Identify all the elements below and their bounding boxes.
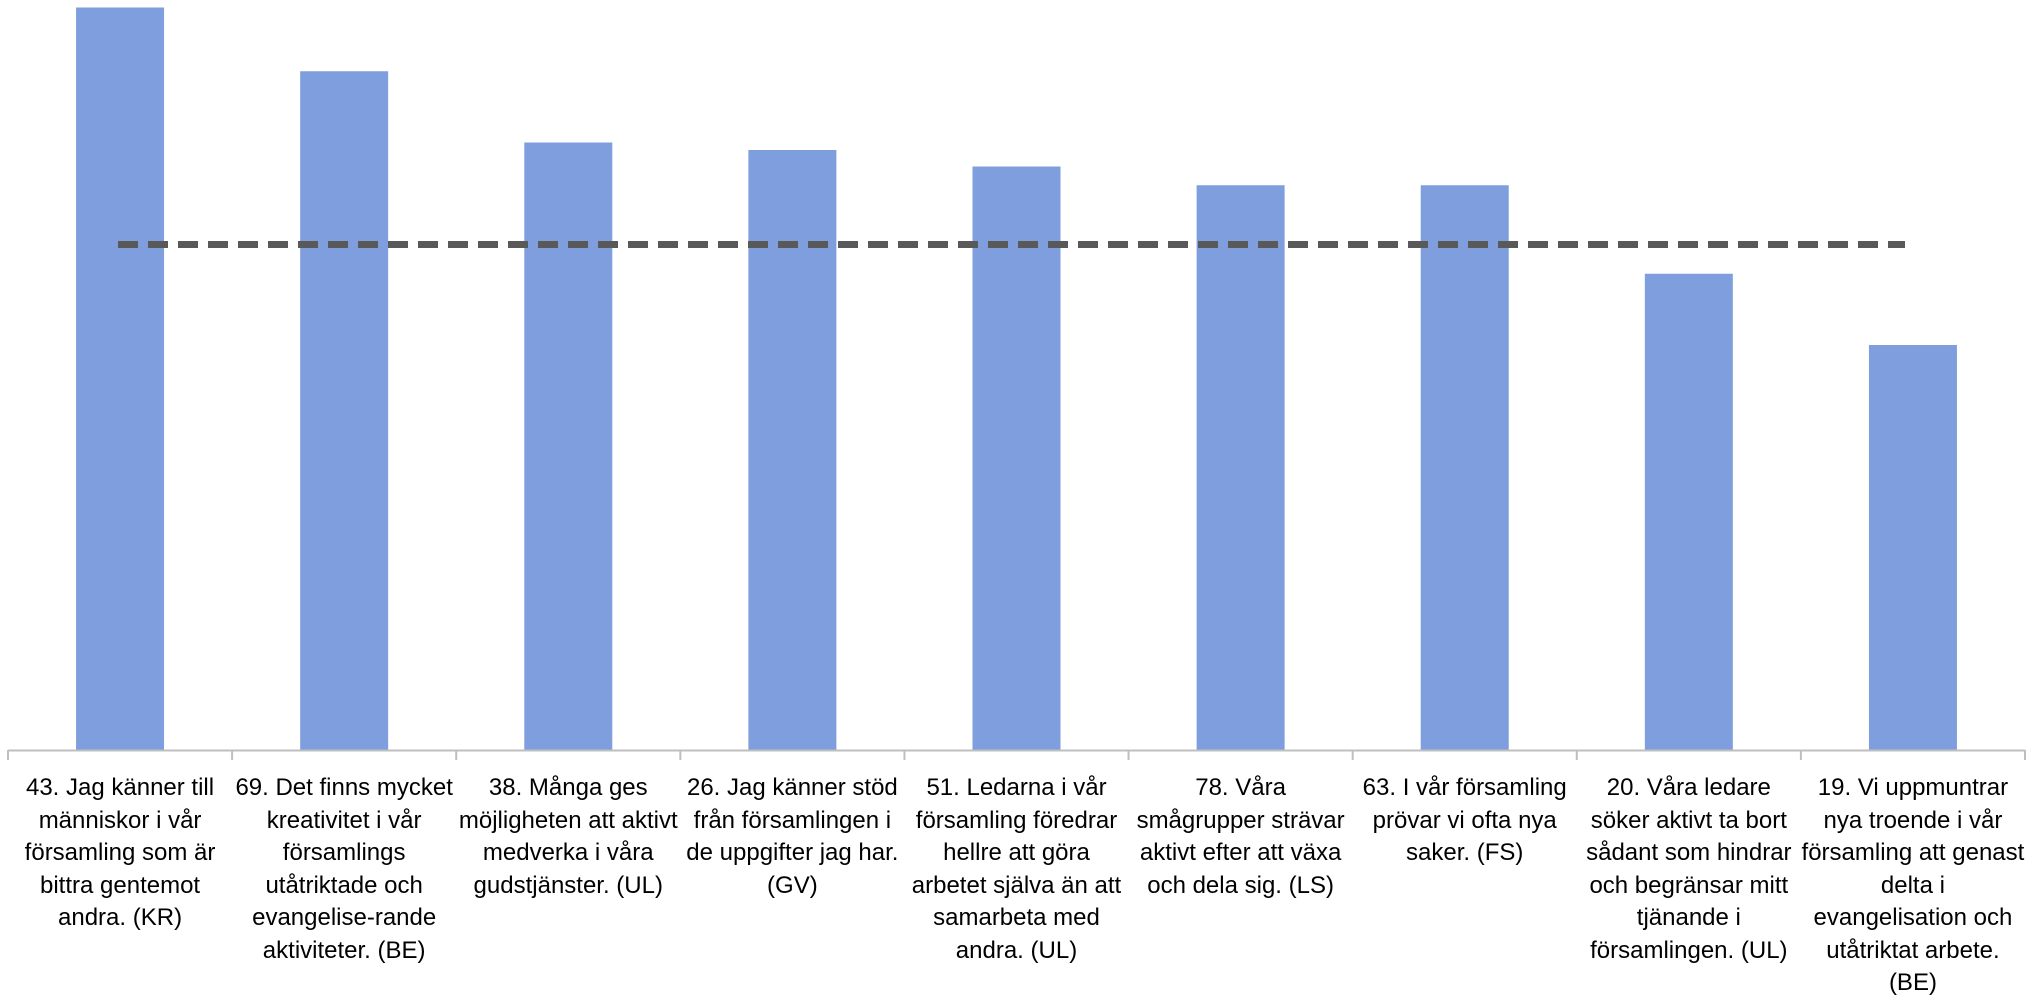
bar-4 (748, 150, 837, 750)
x-axis (7, 749, 2026, 760)
bar-1 (76, 7, 165, 750)
bar-8 (1644, 273, 1733, 750)
bar-3 (524, 142, 613, 750)
x-tick-label: 19. Vi uppmuntrar nya troende i vår förs… (1801, 774, 2025, 996)
bar-7 (1420, 185, 1509, 750)
x-tick-label: 38. Många ges möjligheten att aktivt med… (458, 774, 678, 899)
x-tick-label: 51. Ledarna i vår församling föredrar he… (911, 774, 1122, 964)
x-tick-label: 20. Våra ledare söker aktivt ta bort såd… (1586, 774, 1792, 964)
bar-6 (1196, 185, 1285, 750)
bar-2 (300, 71, 389, 750)
x-tick-label: 69. Det finns mycket kreativitet i vår f… (235, 774, 453, 964)
bar-9 (1868, 345, 1957, 750)
x-tick-label: 26. Jag känner stöd från församlingen i … (686, 774, 899, 899)
bars-group (76, 7, 1957, 750)
x-tick-label: 43. Jag känner till människor i vår förs… (24, 774, 216, 931)
x-tick-label: 78. Våra smågrupper strävar aktivt efter… (1136, 774, 1345, 899)
bar-5 (972, 166, 1061, 750)
x-tick-label: 63. I vår församling prövar vi ofta nya … (1362, 774, 1567, 866)
